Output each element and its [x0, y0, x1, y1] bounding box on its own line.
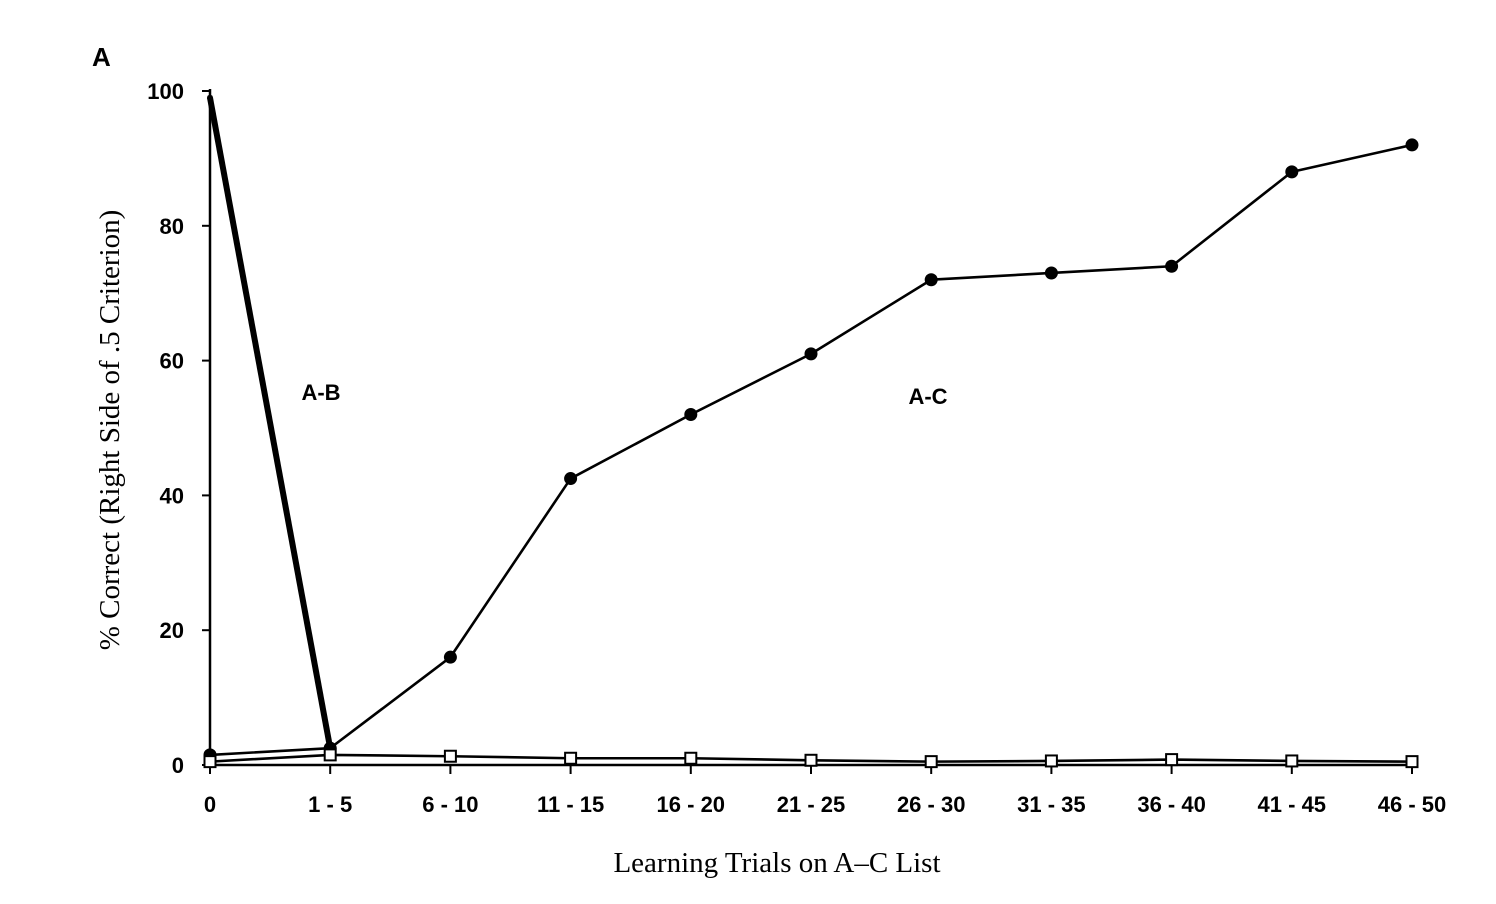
x-tick-label: 1 - 5: [308, 792, 352, 817]
data-point: [203, 755, 217, 769]
data-point: [1405, 138, 1419, 152]
data-point: [1044, 266, 1058, 280]
series-line-2: [209, 143, 1413, 757]
data-point: [804, 347, 818, 361]
data-point: [207, 94, 213, 101]
x-tick-label: 16 - 20: [657, 792, 726, 817]
y-tick-label: 60: [160, 349, 184, 374]
data-point: [1044, 754, 1058, 768]
x-tick-label: 0: [204, 792, 216, 817]
data-point: [924, 755, 938, 769]
data-point: [684, 408, 698, 422]
y-tick-label: 0: [172, 753, 184, 778]
x-axis-title: Learning Trials on A–C List: [613, 847, 940, 879]
data-point: [1165, 259, 1179, 273]
x-tick-label: 26 - 30: [897, 792, 966, 817]
y-tick-label: 100: [147, 79, 184, 104]
data-point: [684, 751, 698, 765]
series-label: A-B: [301, 380, 340, 405]
axes: 0 20 40 60 80 100 0 1 - 5 6 - 10 11 - 15 16 - 20 21…: [147, 79, 1446, 817]
x-tick-label: 11 - 15: [537, 792, 604, 817]
data-point: [1405, 755, 1419, 769]
series-line-1: [207, 97, 334, 749]
x-tick-label: 21 - 25: [777, 792, 846, 817]
data-point: [1285, 754, 1299, 768]
series-label: A-C: [908, 384, 947, 409]
x-tick-label: 31 - 35: [1017, 792, 1086, 817]
series-layer: [203, 94, 1419, 769]
x-tick-label: 41 - 45: [1258, 792, 1327, 817]
y-axis-title: % Correct (Right Side of .5 Criterion): [94, 210, 126, 651]
data-point: [1165, 753, 1179, 767]
panel-label: A: [92, 42, 111, 72]
data-point: [564, 751, 578, 765]
y-tick-label: 20: [160, 618, 184, 643]
data-point: [443, 650, 457, 664]
series-labels: A-B A-C: [301, 380, 947, 409]
x-tick-label: 36 - 40: [1137, 792, 1206, 817]
data-point: [443, 749, 457, 763]
data-point: [564, 472, 578, 486]
data-point: [1285, 165, 1299, 179]
data-point: [323, 748, 337, 762]
data-point: [804, 753, 818, 767]
data-point: [924, 273, 938, 287]
x-tick-label: 46 - 50: [1378, 792, 1447, 817]
y-tick-label: 80: [160, 214, 184, 239]
y-tick-label: 40: [160, 483, 184, 508]
x-tick-label: 6 - 10: [422, 792, 478, 817]
